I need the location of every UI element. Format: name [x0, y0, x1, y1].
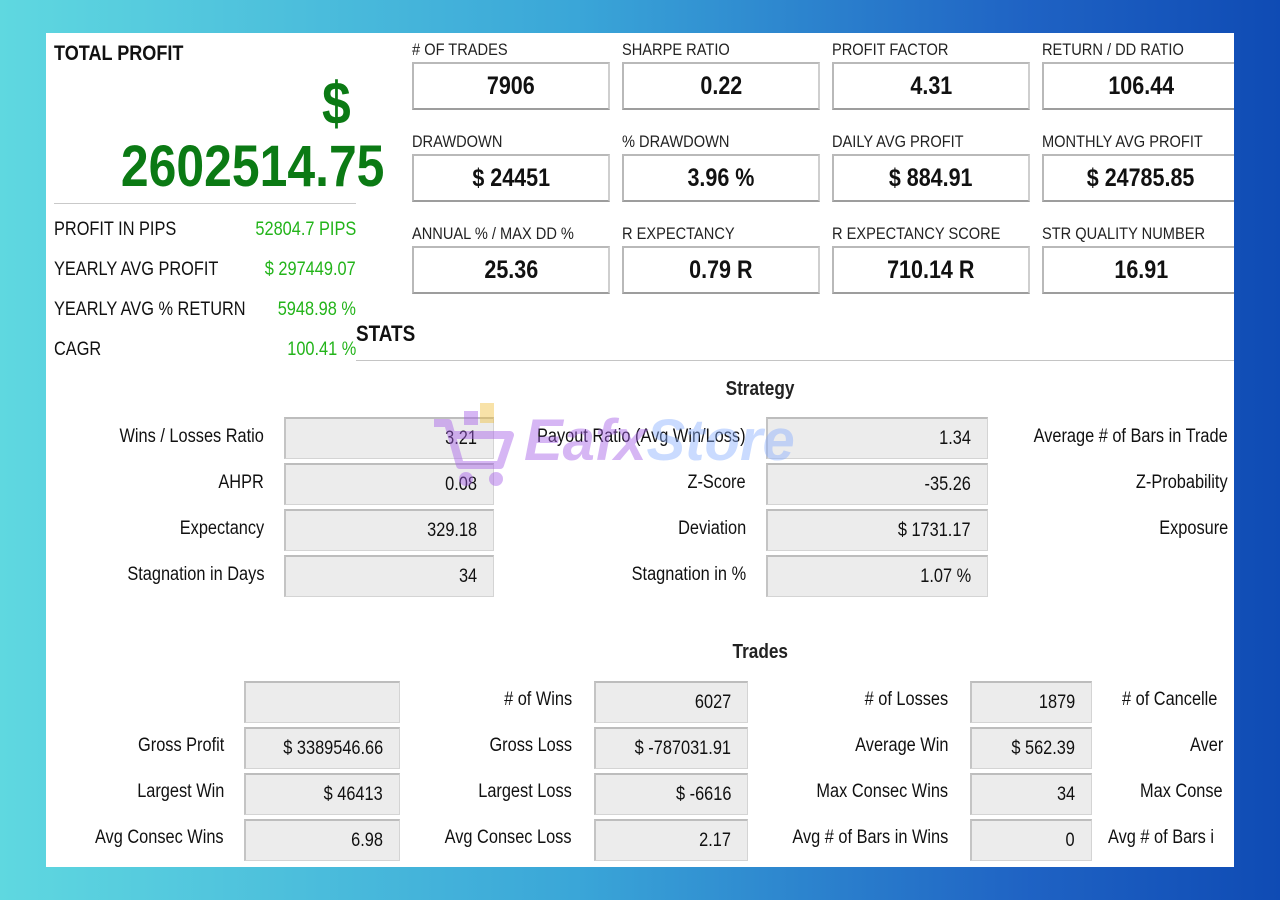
summary-label: CAGR: [54, 339, 102, 360]
summary-value: 5948.98 %: [277, 299, 356, 320]
metric-label: R EXPECTANCY SCORE: [832, 224, 1001, 243]
trades-label: Max Consec Wins: [816, 781, 948, 802]
trades-label: # of Losses: [864, 689, 948, 710]
trades-value: 6.98: [244, 819, 400, 861]
trades-label: Largest Win: [136, 781, 224, 802]
trades-value: 34: [970, 773, 1092, 815]
metric-value-box: $ 24785.85: [1042, 154, 1234, 202]
metric-value-box: $ 884.91: [832, 154, 1030, 202]
strategy-label: Z-Score: [687, 472, 746, 493]
strategy-value: 0.08: [284, 463, 494, 505]
trades-value: $ -787031.91: [594, 727, 748, 769]
strategy-label: Stagnation in %: [631, 564, 746, 585]
strategy-value: -35.26: [766, 463, 988, 505]
metric-value-box: 25.36: [412, 246, 610, 294]
trades-label: Avg # of Bars i: [1108, 827, 1214, 848]
cart-icon: [434, 403, 514, 486]
strategy-value: 1.34: [766, 417, 988, 459]
trades-value: 6027: [594, 681, 748, 723]
metric-label: MONTHLY AVG PROFIT: [1042, 132, 1203, 151]
strategy-title: Strategy: [725, 378, 795, 400]
summary-value: $ 297449.07: [265, 259, 356, 280]
total-profit-value: 2602514.75: [120, 134, 385, 199]
trades-value: 0: [970, 819, 1092, 861]
strategy-label: Stagnation in Days: [126, 564, 264, 585]
total-profit-title: TOTAL PROFIT: [54, 42, 184, 65]
metric-value-box: 7906: [412, 62, 610, 110]
strategy-value: 3.21: [284, 417, 494, 459]
metric-value-box: 0.79 R: [622, 246, 820, 294]
summary-label: YEARLY AVG % RETURN: [54, 299, 246, 320]
strategy-label: Exposure: [1158, 518, 1228, 539]
strategy-value: 34: [284, 555, 494, 597]
trades-label: # of Cancelle: [1122, 689, 1218, 710]
watermark: EafxStore: [430, 401, 890, 501]
metric-value-box: 710.14 R: [832, 246, 1030, 294]
summary-value: 100.41 %: [286, 339, 356, 360]
strategy-label: Payout Ratio (Avg Win/Loss): [537, 426, 746, 447]
trades-label: Average Win: [854, 735, 948, 756]
report-panel: TOTAL PROFIT $ 2602514.75 PROFIT IN PIPS…: [46, 33, 1234, 867]
trades-value: $ 562.39: [970, 727, 1092, 769]
trades-value: $ 46413: [244, 773, 400, 815]
metric-value-box: 0.22: [622, 62, 820, 110]
trades-label: Avg Consec Wins: [95, 827, 224, 848]
strategy-label: Expectancy: [179, 518, 264, 539]
metric-label: STR QUALITY NUMBER: [1042, 224, 1206, 243]
metric-label: DAILY AVG PROFIT: [832, 132, 964, 151]
strategy-value: 1.07 %: [766, 555, 988, 597]
strategy-label: Z-Probability: [1136, 472, 1228, 493]
trades-title: Trades: [732, 641, 788, 663]
metric-label: ANNUAL % / MAX DD %: [412, 224, 574, 243]
trades-label: Largest Loss: [478, 781, 572, 802]
trades-label: # of Wins: [503, 689, 572, 710]
metric-label: RETURN / DD RATIO: [1042, 40, 1184, 59]
strategy-label: AHPR: [218, 472, 264, 493]
metric-value-box: 106.44: [1042, 62, 1234, 110]
trades-value: [244, 681, 400, 723]
metric-value-box: $ 24451: [412, 154, 610, 202]
trades-value: $ -6616: [594, 773, 748, 815]
strategy-value: $ 1731.17: [766, 509, 988, 551]
trades-label: Gross Profit: [137, 735, 224, 756]
trades-label: Avg # of Bars in Wins: [792, 827, 948, 848]
trades-label: Max Conse: [1140, 781, 1223, 802]
trades-value: 2.17: [594, 819, 748, 861]
currency-symbol: $: [322, 70, 351, 137]
metric-value-box: 4.31: [832, 62, 1030, 110]
trades-label: Aver: [1190, 735, 1224, 756]
summary-label: PROFIT IN PIPS: [54, 219, 177, 240]
watermark-text: EafxStore: [524, 408, 795, 473]
summary-label: YEARLY AVG PROFIT: [54, 259, 219, 280]
strategy-value: 329.18: [284, 509, 494, 551]
strategy-label: Deviation: [677, 518, 746, 539]
metric-value-box: 3.96 %: [622, 154, 820, 202]
trades-label: Avg Consec Loss: [445, 827, 572, 848]
stats-title: STATS: [356, 321, 416, 346]
trades-label: Gross Loss: [489, 735, 572, 756]
stats-divider: [356, 360, 1234, 361]
metric-value-box: 16.91: [1042, 246, 1234, 294]
trades-value: 1879: [970, 681, 1092, 723]
metric-label: PROFIT FACTOR: [832, 40, 949, 59]
strategy-label: Average # of Bars in Trade: [1033, 426, 1228, 447]
metric-label: # OF TRADES: [412, 40, 508, 59]
strategy-label: Wins / Losses Ratio: [119, 426, 264, 447]
summary-value: 52804.7 PIPS: [255, 219, 356, 240]
metric-label: % DRAWDOWN: [622, 132, 730, 151]
metric-label: SHARPE RATIO: [622, 40, 730, 59]
metric-label: R EXPECTANCY: [622, 224, 735, 243]
metric-label: DRAWDOWN: [412, 132, 503, 151]
trades-value: $ 3389546.66: [244, 727, 400, 769]
divider: [54, 203, 356, 204]
